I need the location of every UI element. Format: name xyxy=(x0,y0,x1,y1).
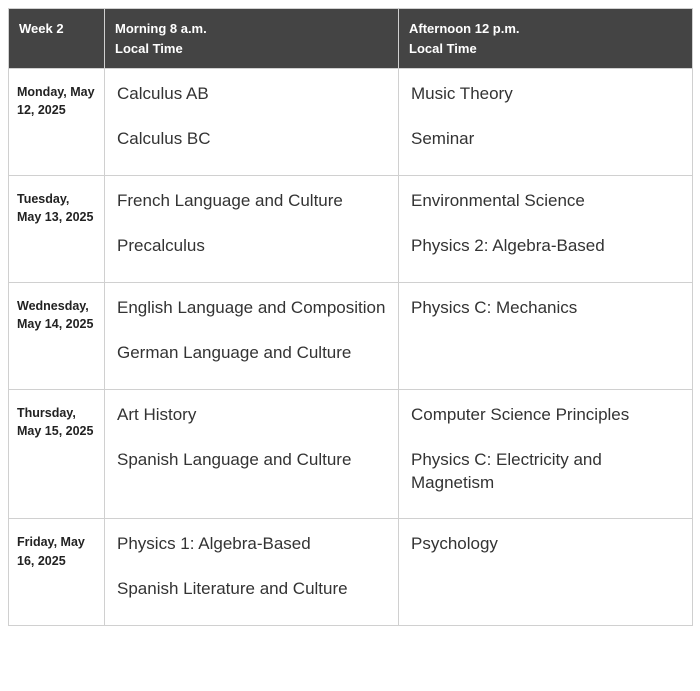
morning-cell: English Language and Composition German L… xyxy=(105,282,399,389)
subject-item: Art History xyxy=(117,404,386,427)
table-row: Friday, May 16, 2025Physics 1: Algebra-B… xyxy=(9,519,693,626)
table-header: Week 2 Morning 8 a.m. Local Time Afterno… xyxy=(9,9,693,69)
date-cell: Wednesday, May 14, 2025 xyxy=(9,282,105,389)
table-body: Monday, May 12, 2025Calculus ABCalculus … xyxy=(9,69,693,626)
header-week: Week 2 xyxy=(9,9,105,69)
subject-item: Physics 1: Algebra-Based xyxy=(117,533,386,556)
subject-item: Physics 2: Algebra-Based xyxy=(411,235,680,258)
subject-item: English Language and Composition xyxy=(117,297,386,320)
subject-item: Music Theory xyxy=(411,83,680,106)
exam-schedule-table: Week 2 Morning 8 a.m. Local Time Afterno… xyxy=(8,8,693,626)
header-morning-main: Morning 8 a.m. xyxy=(115,21,207,36)
date-cell: Thursday, May 15, 2025 xyxy=(9,389,105,519)
afternoon-cell: Environmental Science Physics 2: Algebra-… xyxy=(399,175,693,282)
subject-item: Calculus BC xyxy=(117,128,386,151)
morning-cell: Art History Spanish Language and Culture xyxy=(105,389,399,519)
subject-item: Computer Science Principles xyxy=(411,404,680,427)
morning-cell: Calculus AB Calculus BC xyxy=(105,69,399,176)
subject-item: Spanish Language and Culture xyxy=(117,449,386,472)
morning-cell: Physics 1: Algebra-Based Spanish Literatu… xyxy=(105,519,399,626)
table-row: Thursday, May 15, 2025 Art History Spanish… xyxy=(9,389,693,519)
header-afternoon-main: Afternoon 12 p.m. xyxy=(409,21,520,36)
subject-item: Physics C: Mechanics xyxy=(411,297,680,320)
subject-item: Precalculus xyxy=(117,235,386,258)
subject-item: Seminar xyxy=(411,128,680,151)
subject-item: Physics C: Electricity and Magnetism xyxy=(411,449,680,495)
afternoon-cell: Physics C: Mechanics xyxy=(399,282,693,389)
afternoon-cell: Music Theory Seminar xyxy=(399,69,693,176)
subject-item: French Language and Culture xyxy=(117,190,386,213)
subject-item: Psychology xyxy=(411,533,680,556)
date-cell: Monday, May 12, 2025 xyxy=(9,69,105,176)
table-row: Monday, May 12, 2025Calculus ABCalculus … xyxy=(9,69,693,176)
subject-item: Environmental Science xyxy=(411,190,680,213)
morning-cell: French Language and Culture Precalculus xyxy=(105,175,399,282)
table-row: Tuesday, May 13, 2025French Language and… xyxy=(9,175,693,282)
date-cell: Friday, May 16, 2025 xyxy=(9,519,105,626)
date-cell: Tuesday, May 13, 2025 xyxy=(9,175,105,282)
table-row: Wednesday, May 14, 2025English Language … xyxy=(9,282,693,389)
header-morning: Morning 8 a.m. Local Time xyxy=(105,9,399,69)
subject-item: Calculus AB xyxy=(117,83,386,106)
header-afternoon-sub: Local Time xyxy=(409,39,682,59)
header-morning-sub: Local Time xyxy=(115,39,388,59)
afternoon-cell: Psychology xyxy=(399,519,693,626)
afternoon-cell: Computer Science Principles Physics C: El… xyxy=(399,389,693,519)
header-afternoon: Afternoon 12 p.m. Local Time xyxy=(399,9,693,69)
subject-item: German Language and Culture xyxy=(117,342,386,365)
subject-item: Spanish Literature and Culture xyxy=(117,578,386,601)
